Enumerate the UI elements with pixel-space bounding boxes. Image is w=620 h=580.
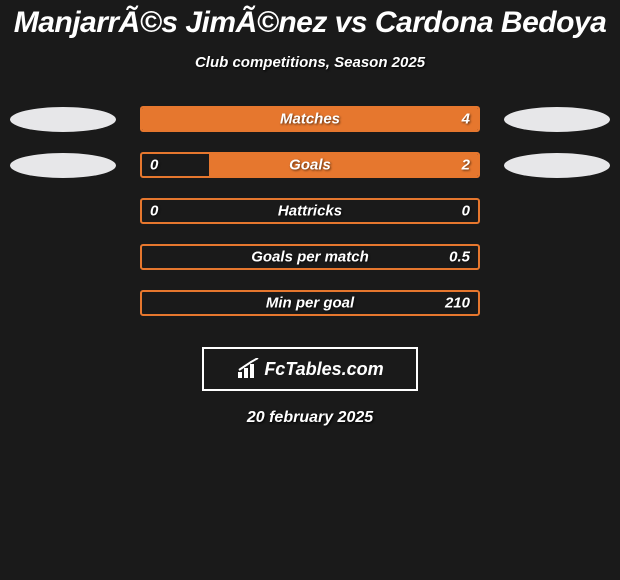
stat-bar: 0 Goals 2 bbox=[140, 152, 480, 178]
right-badge-slot bbox=[502, 105, 612, 133]
team-badge-right bbox=[504, 107, 610, 132]
left-badge-slot bbox=[8, 289, 118, 317]
stat-bar: Goals per match 0.5 bbox=[140, 244, 480, 270]
stat-value-right: 0.5 bbox=[449, 249, 470, 266]
subtitle: Club competitions, Season 2025 bbox=[0, 54, 620, 71]
stat-row: 0 Goals 2 bbox=[0, 151, 620, 179]
stat-row: Goals per match 0.5 bbox=[0, 243, 620, 271]
stat-rows: Matches 4 0 Goals 2 0 Hattricks 0 Goals per matc… bbox=[0, 105, 620, 317]
stat-label: Goals per match bbox=[251, 249, 369, 266]
date-text: 20 february 2025 bbox=[0, 409, 620, 427]
stat-row: Matches 4 bbox=[0, 105, 620, 133]
stat-label: Goals bbox=[289, 157, 331, 174]
stat-bar: Min per goal 210 bbox=[140, 290, 480, 316]
stat-row: 0 Hattricks 0 bbox=[0, 197, 620, 225]
stat-row: Min per goal 210 bbox=[0, 289, 620, 317]
stat-label: Min per goal bbox=[266, 295, 354, 312]
bar-chart-icon bbox=[236, 358, 260, 380]
left-badge-slot bbox=[8, 243, 118, 271]
logo-text: FcTables.com bbox=[264, 359, 383, 380]
stat-value-left: 0 bbox=[150, 157, 158, 174]
stat-label: Matches bbox=[280, 111, 340, 128]
page-title: ManjarrÃ©s JimÃ©nez vs Cardona Bedoya bbox=[0, 0, 620, 40]
team-badge-left bbox=[10, 107, 116, 132]
team-badge-right bbox=[504, 153, 610, 178]
team-badge-left bbox=[10, 153, 116, 178]
stat-bar: 0 Hattricks 0 bbox=[140, 198, 480, 224]
stat-label: Hattricks bbox=[278, 203, 342, 220]
stat-bar-fill bbox=[209, 154, 478, 176]
logo-box: FcTables.com bbox=[202, 347, 418, 391]
right-badge-slot bbox=[502, 243, 612, 271]
right-badge-slot bbox=[502, 151, 612, 179]
right-badge-slot bbox=[502, 197, 612, 225]
stat-value-right: 4 bbox=[462, 111, 470, 128]
left-badge-slot bbox=[8, 197, 118, 225]
stat-value-right: 210 bbox=[445, 295, 470, 312]
left-badge-slot bbox=[8, 105, 118, 133]
stat-value-right: 0 bbox=[462, 203, 470, 220]
right-badge-slot bbox=[502, 289, 612, 317]
stat-value-right: 2 bbox=[462, 157, 470, 174]
left-badge-slot bbox=[8, 151, 118, 179]
stat-value-left: 0 bbox=[150, 203, 158, 220]
stat-bar: Matches 4 bbox=[140, 106, 480, 132]
